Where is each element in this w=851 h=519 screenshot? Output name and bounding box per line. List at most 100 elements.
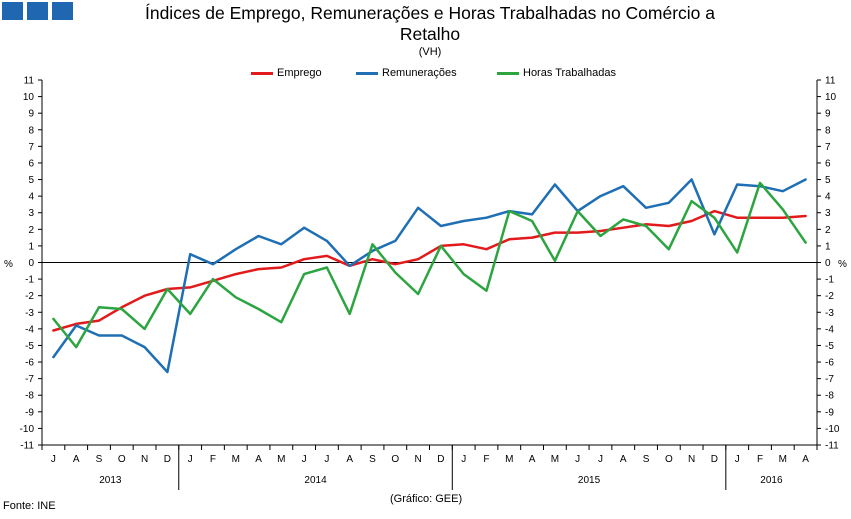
data-point	[75, 324, 77, 327]
x-tick-label: A	[255, 454, 262, 465]
data-point	[417, 206, 419, 209]
source-note: Fonte: INE	[3, 500, 56, 512]
series-remunera-es	[52, 178, 807, 374]
data-point	[394, 263, 397, 265]
y-tick-label-left: 2	[28, 225, 34, 236]
logo-square	[2, 2, 23, 20]
y-tick-label-right: 11	[825, 76, 836, 87]
data-point	[234, 273, 237, 275]
legend-label: Horas Trabalhadas	[523, 67, 616, 79]
x-tick-label: O	[391, 454, 399, 465]
data-point	[599, 230, 602, 232]
data-point	[394, 240, 397, 242]
x-tick-label: M	[505, 454, 513, 465]
legend-item-emprego: Emprego	[251, 66, 322, 80]
y-tick-label-left: -9	[25, 407, 34, 418]
data-point	[645, 206, 647, 209]
logo-square	[27, 2, 48, 20]
series-line	[52, 178, 807, 374]
data-point	[759, 182, 761, 184]
y-tick-label-right: -11	[825, 441, 839, 452]
data-point	[599, 235, 602, 237]
legend-swatch	[251, 71, 273, 75]
y-tick-label-left: -7	[25, 374, 34, 385]
data-point	[690, 178, 693, 181]
data-point	[120, 308, 123, 310]
y-tick-label-right: -10	[825, 424, 840, 435]
x-tick-label: J	[324, 454, 329, 465]
data-point	[668, 225, 670, 227]
data-point	[440, 225, 442, 227]
data-point	[554, 260, 556, 262]
x-tick-label: J	[575, 454, 580, 465]
data-point	[371, 250, 374, 252]
year-label: 2016	[760, 475, 783, 486]
data-point	[189, 286, 191, 289]
y-tick-label-left: 6	[28, 158, 34, 169]
x-tick-label: A	[529, 454, 536, 465]
x-tick-label: J	[188, 454, 193, 465]
data-point	[622, 218, 625, 221]
data-point	[394, 271, 397, 274]
x-tick-label: J	[461, 454, 466, 465]
data-point	[713, 233, 716, 236]
data-point	[690, 200, 693, 202]
x-tick-label: F	[210, 454, 216, 465]
data-point	[668, 248, 670, 251]
x-tick-label: D	[437, 454, 444, 465]
y-tick-label-right: 7	[825, 142, 831, 153]
y-tick-label-right: 10	[825, 92, 837, 103]
x-tick-label: N	[688, 454, 695, 465]
data-point	[75, 346, 77, 348]
y-tick-label-left: -8	[25, 391, 34, 402]
x-tick-label: F	[757, 454, 763, 465]
chart-subtitle: (VH)	[418, 46, 442, 58]
y-tick-label-right: -2	[825, 291, 834, 302]
y-tick-label-right: 1	[825, 241, 831, 252]
y-tick-label-right: -4	[825, 324, 834, 335]
legend-item-horas: Horas Trabalhadas	[497, 66, 616, 80]
data-point	[280, 321, 283, 324]
y-axis-unit-left: %	[4, 259, 13, 270]
y-tick-label-right: -8	[825, 391, 834, 402]
x-tick-label: S	[643, 454, 650, 465]
data-point	[531, 236, 533, 239]
data-point	[280, 266, 283, 269]
data-point	[52, 318, 55, 320]
x-tick-label: F	[483, 454, 489, 465]
data-point	[143, 346, 146, 348]
x-tick-label: S	[96, 454, 103, 465]
data-point	[485, 248, 488, 251]
data-point	[257, 235, 260, 237]
y-tick-label-right: -9	[825, 407, 834, 418]
y-tick-label-left: -11	[20, 441, 34, 452]
y-tick-label-right: 9	[825, 109, 831, 120]
data-point	[713, 216, 716, 219]
y-tick-label-left: 8	[28, 125, 34, 136]
y-tick-label-left: -1	[25, 275, 34, 286]
data-point	[303, 258, 305, 260]
data-point	[348, 265, 351, 267]
y-tick-label-left: -2	[25, 291, 34, 302]
data-point	[52, 356, 55, 358]
x-tick-label: J	[51, 454, 56, 465]
data-point	[280, 243, 283, 246]
data-point	[462, 243, 465, 246]
data-point	[371, 258, 374, 260]
year-label: 2014	[304, 475, 327, 486]
y-tick-label-right: 8	[825, 125, 831, 136]
data-point	[804, 241, 807, 244]
x-tick-label: N	[141, 454, 148, 465]
data-point	[120, 306, 123, 309]
data-point	[485, 216, 488, 219]
data-point	[576, 210, 579, 212]
data-point	[120, 334, 123, 337]
data-point	[804, 178, 807, 181]
series-horas-trabalhadas	[52, 181, 807, 349]
data-point	[98, 319, 100, 322]
data-point	[189, 253, 191, 256]
y-tick-label-left: 4	[28, 192, 34, 203]
x-tick-label: J	[302, 454, 307, 465]
data-point	[234, 296, 237, 299]
data-point	[622, 185, 625, 187]
